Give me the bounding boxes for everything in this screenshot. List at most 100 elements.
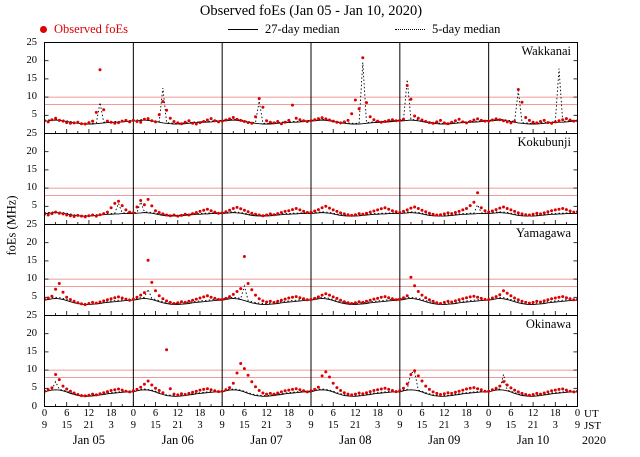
day-label: Jan 08 — [339, 433, 372, 447]
y-ticks-wakkanai: 25 20 15 10 5 — [17, 37, 40, 134]
y-tick-label: 10 — [26, 273, 38, 285]
day-label: Jan 09 — [428, 433, 461, 447]
wakkanai-plot — [44, 42, 578, 134]
legend-observed: Observed foEs — [40, 21, 128, 37]
x-tick-ut: 18 — [283, 408, 295, 419]
x-axis: 0 6 12 18 0 6 12 18 0 6 12 18 0 6 12 18 0 6 12 18 0 6 12 18 0 9 15… — [42, 407, 580, 455]
observed-points — [44, 56, 578, 126]
y-tick-label: 20 — [26, 145, 38, 157]
panel-yamagawa: Yamagawa 25 20 15 10 5 — [27, 219, 578, 316]
x-tick-jst: 3 — [552, 420, 558, 431]
x-tick-jst: 3 — [375, 420, 381, 431]
yamagawa-plot — [44, 224, 578, 316]
y-ticks-okinawa: 25 20 15 10 5 0 — [17, 310, 40, 412]
x-tick-jst: 15 — [505, 420, 517, 431]
y-tick-label: 15 — [26, 72, 38, 84]
x-tick-jst: 21 — [172, 420, 184, 431]
x-tick-ut: 0 — [219, 408, 225, 419]
panel-wakkanai: Wakkanai 25 20 15 10 5 — [27, 37, 578, 134]
x-tick-jst: 21 — [83, 420, 95, 431]
x-tick-ut: 12 — [261, 408, 272, 419]
x-tick-ut: 12 — [83, 408, 95, 419]
legend-observed-label: Observed foEs — [54, 21, 128, 36]
y-tick-label: 20 — [26, 236, 38, 248]
x-tick-jst: 3 — [108, 420, 114, 431]
y-tick-label: 15 — [26, 163, 38, 175]
observed-points — [44, 348, 578, 398]
legend-5day-label: 5-day median — [432, 21, 501, 36]
x-tick-ut: 12 — [350, 408, 361, 419]
y-tick-label: 25 — [26, 218, 38, 230]
observed-dot-icon — [40, 25, 47, 33]
y-tick-label: 15 — [26, 254, 38, 266]
x-tick-ut: 0 — [130, 408, 136, 419]
x-tick-jst: 21 — [527, 420, 539, 431]
station-label-wakkanai: Wakkanai — [521, 44, 571, 58]
x-tick-jst: 15 — [327, 420, 339, 431]
x-tick-ut: 6 — [330, 408, 336, 419]
day-label: Jan 06 — [161, 433, 194, 447]
observed-points — [44, 255, 578, 307]
x-tick-ut: 12 — [527, 408, 539, 419]
x-tick-jst: 3 — [286, 420, 292, 431]
y-tick-label: 10 — [26, 91, 38, 103]
station-label-okinawa: Okinawa — [525, 317, 571, 331]
chart-title: Observed foEs (Jan 05 - Jan 10, 2020) — [199, 3, 423, 19]
observed-points — [44, 191, 578, 219]
y-tick-label: 25 — [26, 127, 38, 139]
x-tick-ut: 6 — [241, 408, 247, 419]
y-tick-label: 20 — [26, 54, 38, 66]
station-label-kokubunji: Kokubunji — [517, 135, 571, 149]
x-tick-jst: 15 — [416, 420, 428, 431]
x-tick-ut: 0 — [574, 408, 581, 419]
jst-label: JST — [584, 420, 602, 432]
x-tick-jst: 9 — [41, 420, 48, 431]
x-tick-ut: 6 — [64, 408, 70, 419]
x-tick-ut: 0 — [486, 408, 492, 419]
x-tick-jst: 9 — [308, 420, 314, 431]
legend-5day-median: 5-day median — [395, 21, 500, 37]
day-label: Jan 10 — [516, 433, 550, 447]
x-tick-ut: 12 — [439, 408, 450, 419]
y-tick-label: 20 — [26, 327, 38, 339]
x-tick-ut: 18 — [372, 408, 383, 419]
x-tick-jst: 9 — [219, 420, 225, 431]
x-tick-jst: 21 — [439, 420, 450, 431]
panel-okinawa: Okinawa 25 20 15 10 5 0 — [27, 310, 578, 412]
x-tick-ut: 18 — [461, 408, 472, 419]
x-tick-jst: 9 — [130, 420, 136, 431]
year-label: 2020 — [582, 433, 606, 447]
panel-kokubunji: Kokubunji 25 20 15 10 5 — [27, 128, 578, 225]
y-tick-label: 5 — [31, 200, 37, 212]
kokubunji-plot — [44, 133, 578, 225]
x-tick-jst: 9 — [574, 420, 581, 431]
x-tick-jst: 21 — [261, 420, 272, 431]
y-tick-zero: 0 — [31, 400, 37, 412]
y-ticks-kokubunji: 25 20 15 10 5 — [17, 128, 40, 225]
x-tick-ut: 18 — [194, 408, 206, 419]
dotted-line-icon — [395, 28, 425, 30]
legend-27day-label: 27-day median — [265, 21, 340, 36]
x-tick-jst: 3 — [197, 420, 203, 431]
x-tick-jst: 21 — [350, 420, 361, 431]
x-tick-ut: 0 — [397, 408, 403, 419]
y-tick-label: 5 — [31, 291, 37, 303]
legend-27day-median: 27-day median — [228, 21, 340, 37]
x-tick-ut: 6 — [152, 408, 159, 419]
y-tick-label: 25 — [26, 36, 38, 48]
x-tick-jst: 9 — [486, 420, 492, 431]
x-tick-jst: 15 — [150, 420, 161, 431]
x-tick-jst: 15 — [61, 420, 72, 431]
okinawa-plot — [44, 315, 578, 407]
y-tick-label: 10 — [26, 364, 38, 376]
day-label: Jan 07 — [250, 433, 283, 447]
x-tick-ut: 6 — [419, 408, 425, 419]
solid-line-icon — [228, 28, 258, 30]
day-label: Jan 05 — [72, 433, 106, 447]
x-tick-ut: 12 — [172, 408, 184, 419]
y-ticks-yamagawa: 25 20 15 10 5 — [17, 219, 40, 316]
x-tick-ut: 0 — [41, 408, 48, 419]
y-tick-label: 5 — [31, 109, 37, 121]
x-tick-ut: 0 — [308, 408, 314, 419]
